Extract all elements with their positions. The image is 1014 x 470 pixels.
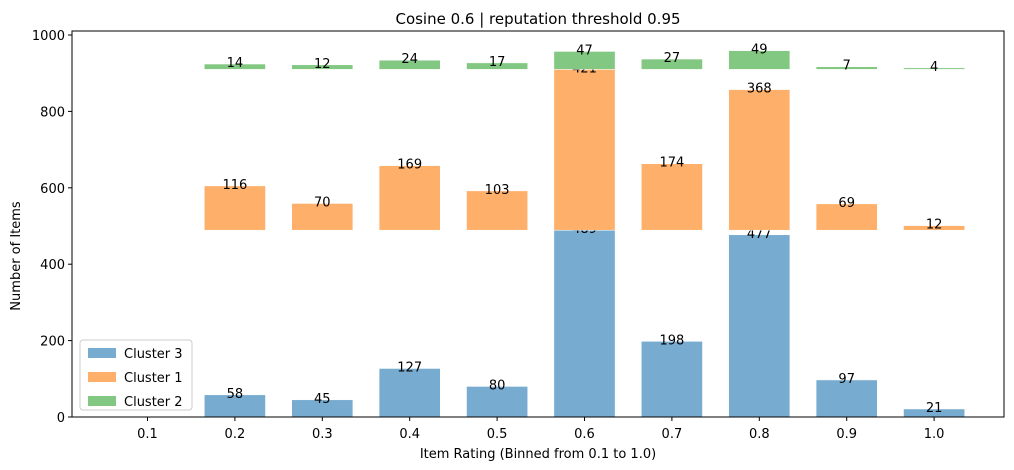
x-tick-label: 1.0 bbox=[924, 427, 945, 442]
bar-cluster-1-0.7 bbox=[641, 163, 703, 231]
bar-cluster-2-0.6 bbox=[553, 51, 616, 70]
data-label: 7 bbox=[843, 59, 851, 74]
y-axis-label: Number of Items bbox=[9, 201, 24, 311]
bar-cluster-2-0.9 bbox=[815, 66, 878, 70]
legend-label: Cluster 3 bbox=[124, 347, 183, 362]
bar-cluster-2-1.0 bbox=[903, 67, 965, 70]
data-label: 69 bbox=[838, 196, 855, 211]
y-tick-label: 200 bbox=[40, 335, 65, 350]
data-label: 103 bbox=[485, 183, 510, 198]
bar-cluster-1-0.9 bbox=[815, 203, 878, 231]
data-label: 198 bbox=[659, 333, 684, 348]
y-tick-label: 400 bbox=[40, 258, 65, 273]
x-tick-label: 0.2 bbox=[225, 427, 246, 442]
bar-cluster-1-0.5 bbox=[466, 190, 528, 231]
data-label: 21 bbox=[926, 401, 943, 416]
plot-frame bbox=[71, 30, 1005, 418]
legend-swatch bbox=[88, 348, 116, 358]
data-label: 49 bbox=[751, 43, 768, 58]
data-label: 12 bbox=[926, 218, 943, 233]
data-label: 27 bbox=[664, 51, 681, 66]
y-tick-label: 800 bbox=[40, 105, 65, 120]
legend-label: Cluster 2 bbox=[124, 395, 183, 410]
x-tick-label: 0.4 bbox=[399, 427, 420, 442]
bar-cluster-3-0.7 bbox=[641, 341, 703, 418]
data-label: 4 bbox=[930, 60, 938, 75]
data-label: 14 bbox=[227, 56, 244, 71]
bar-cluster-2-0.7 bbox=[641, 58, 703, 70]
data-label: 169 bbox=[397, 158, 422, 173]
data-label: 368 bbox=[747, 82, 772, 97]
bar-cluster-1-1.0 bbox=[903, 225, 965, 231]
x-tick-label: 0.1 bbox=[137, 427, 158, 442]
plot-area: 5845127804891984779721116701691034211743… bbox=[32, 29, 965, 442]
bar-cluster-1-0.3 bbox=[291, 203, 354, 231]
bar-cluster-3-0.6 bbox=[553, 229, 616, 418]
bar-cluster-1-0.4 bbox=[378, 165, 441, 231]
bar-cluster-3-0.4 bbox=[378, 368, 441, 418]
data-label: 80 bbox=[489, 378, 506, 393]
data-label: 70 bbox=[314, 195, 331, 210]
x-tick-label: 0.6 bbox=[574, 427, 595, 442]
data-label: 12 bbox=[314, 57, 331, 72]
bar-cluster-2-0.4 bbox=[378, 59, 441, 70]
x-tick-label: 0.8 bbox=[749, 427, 770, 442]
bar-cluster-1-0.2 bbox=[204, 185, 266, 231]
x-tick-label: 0.3 bbox=[312, 427, 333, 442]
x-tick-label: 0.7 bbox=[662, 427, 683, 442]
legend-swatch bbox=[88, 396, 116, 406]
data-label: 58 bbox=[227, 387, 244, 402]
data-label: 47 bbox=[576, 43, 593, 58]
y-tick-label: 600 bbox=[40, 182, 65, 197]
data-label: 174 bbox=[659, 156, 684, 171]
bar-cluster-2-0.2 bbox=[204, 63, 266, 70]
legend-label: Cluster 1 bbox=[124, 371, 183, 386]
bar-cluster-1-0.8 bbox=[728, 89, 791, 231]
bar-cluster-2-0.3 bbox=[291, 64, 354, 70]
bar-cluster-3-0.9 bbox=[815, 379, 878, 418]
data-label: 97 bbox=[838, 372, 855, 387]
data-label: 17 bbox=[489, 55, 506, 70]
chart-title: Cosine 0.6 | reputation threshold 0.95 bbox=[395, 10, 680, 28]
data-label: 127 bbox=[397, 360, 422, 375]
data-label: 45 bbox=[314, 392, 331, 407]
bar-cluster-3-0.5 bbox=[466, 386, 528, 418]
bar-cluster-3-0.8 bbox=[728, 234, 791, 418]
x-tick-label: 0.9 bbox=[836, 427, 857, 442]
data-label: 24 bbox=[401, 52, 418, 67]
y-tick-label: 0 bbox=[57, 411, 65, 426]
bar-cluster-2-0.8 bbox=[728, 50, 791, 70]
x-tick-label: 0.5 bbox=[487, 427, 508, 442]
legend: Cluster 3 Cluster 1 Cluster 2 bbox=[79, 339, 193, 411]
data-label: 116 bbox=[222, 178, 247, 193]
data-label: 477 bbox=[747, 227, 772, 242]
y-tick-label: 1000 bbox=[32, 29, 65, 44]
bar-cluster-2-0.5 bbox=[466, 62, 528, 70]
bar-cluster-1-0.6 bbox=[553, 69, 616, 231]
legend-swatch bbox=[88, 372, 116, 382]
x-axis-label: Item Rating (Binned from 0.1 to 1.0) bbox=[420, 447, 656, 462]
